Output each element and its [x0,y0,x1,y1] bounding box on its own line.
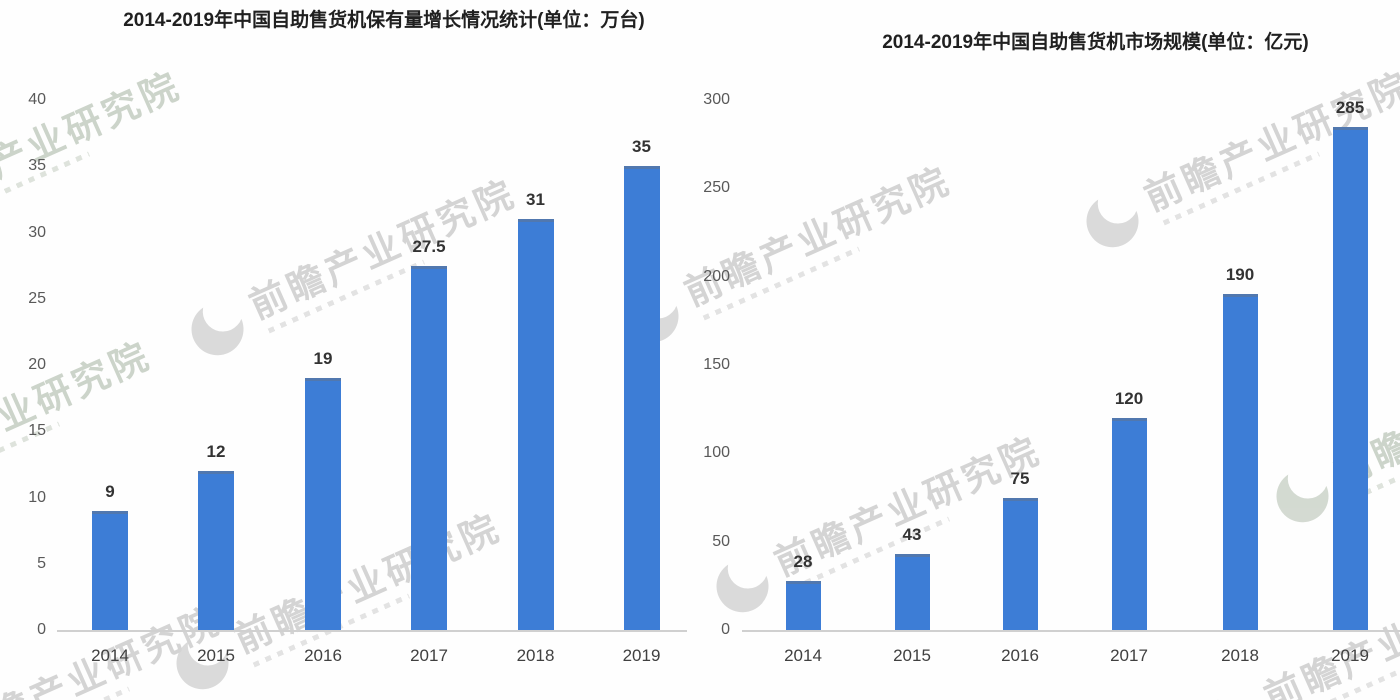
bar-value-label: 27.5 [412,236,446,256]
y-axis-tick-label: 40 [28,91,46,108]
y-axis-tick-label: 200 [703,267,730,285]
bar-value-label: 19 [313,349,333,369]
bar-2017 [1111,418,1147,630]
y-axis-tick-label: 5 [37,554,46,572]
chart-title-market-size: 2014-2019年中国自助售货机市场规模(单位：亿元) [882,32,1309,53]
bar-value-label: 31 [526,190,545,210]
bar-2017 [411,265,447,630]
y-axis-tick-label: 10 [28,488,46,506]
y-axis-tick-label: 15 [28,422,46,440]
bar-2015 [894,554,930,630]
y-axis-tick-label: 0 [721,621,730,638]
x-axis-tick-label: 2019 [1331,646,1369,665]
y-axis-tick-label: 30 [28,223,46,241]
x-axis-tick-label: 2014 [784,646,822,665]
chart-market-size: 2014-2019年中国自助售货机市场规模(单位：亿元) 0 50 100 150 20… [690,0,1400,700]
bar-value-label: 12 [206,442,226,461]
x-axis-tick-label: 2018 [1221,646,1259,665]
bar-value-label: 285 [1335,97,1365,117]
x-axis-tick-label: 2019 [622,646,661,665]
bar-2019 [1332,126,1368,630]
bar-value-label: 35 [632,137,651,157]
x-axis-tick-label: 2016 [304,646,342,665]
bar-value-label: 43 [902,525,922,545]
y-axis-tick-label: 20 [28,356,46,373]
bar-2015 [198,471,234,630]
x-axis-tick-label: 2014 [91,646,129,665]
x-axis-tick-label: 2018 [516,646,555,665]
bar-2014 [92,510,128,630]
y-axis-tick-label: 250 [703,179,730,197]
x-axis-tick-label: 2017 [1110,646,1148,665]
bar-2014 [785,580,821,630]
x-axis-line [57,630,687,632]
bar-value-label: 120 [1114,389,1144,408]
y-axis-tick-label: 100 [703,444,730,462]
bar-2016 [305,378,341,630]
bar-2016 [1002,497,1038,630]
chart-vending-machine-holdings: 2014-2019年中国自助售货机保有量增长情况统计(单位：万台) 0 5 10 15… [0,0,690,700]
bar-2018 [1222,294,1258,630]
y-axis-tick-label: 25 [28,289,46,307]
x-axis-tick-label: 2015 [197,646,235,665]
x-axis-tick-label: 2016 [1001,646,1039,665]
bar-2018 [517,219,554,630]
bar-value-label: 28 [793,551,813,571]
y-axis-tick-label: 35 [28,157,46,175]
y-axis-tick-label: 50 [712,532,730,550]
x-axis-tick-label: 2017 [410,646,448,665]
chart-title-holdings: 2014-2019年中国自助售货机保有量增长情况统计(单位：万台) [123,10,645,31]
y-axis-tick-label: 150 [703,356,730,373]
bar-value-label: 75 [1010,468,1030,488]
bar-value-label: 9 [105,481,115,501]
y-axis-tick-label: 300 [703,91,730,108]
y-axis-tick-label: 0 [37,621,46,638]
bar-value-label: 190 [1225,265,1255,285]
bar-2019 [623,166,660,630]
x-axis-tick-label: 2015 [893,646,931,665]
x-axis-line [742,630,1400,632]
